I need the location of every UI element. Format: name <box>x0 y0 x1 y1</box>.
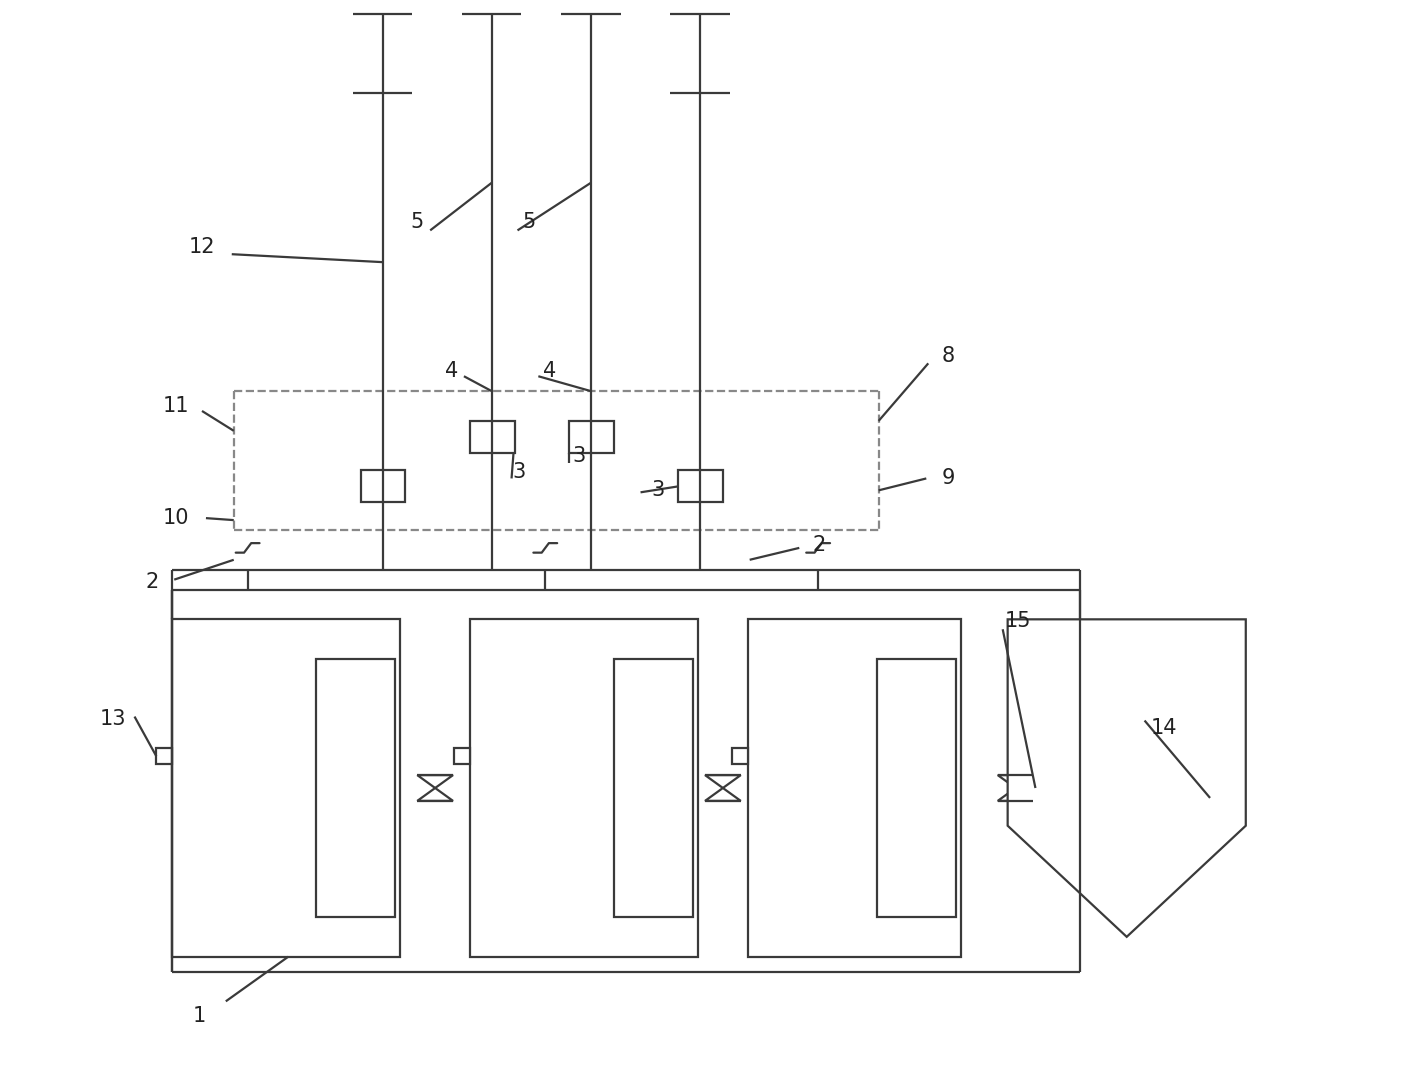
Polygon shape <box>998 788 1034 801</box>
Text: 9: 9 <box>942 469 954 488</box>
Polygon shape <box>417 788 452 801</box>
Polygon shape <box>417 775 452 788</box>
Bar <box>732 749 747 765</box>
Text: 3: 3 <box>573 445 586 466</box>
Text: 4: 4 <box>543 361 556 381</box>
Text: 1: 1 <box>193 1006 206 1026</box>
Text: 15: 15 <box>1004 611 1031 631</box>
Text: 2: 2 <box>813 535 825 555</box>
Bar <box>614 659 693 917</box>
Polygon shape <box>705 775 740 788</box>
Text: 13: 13 <box>99 708 126 728</box>
Polygon shape <box>705 788 740 801</box>
Bar <box>172 619 400 957</box>
Bar <box>156 749 172 765</box>
Text: 3: 3 <box>652 481 665 500</box>
Text: 3: 3 <box>513 462 526 483</box>
Bar <box>454 749 469 765</box>
Text: 8: 8 <box>942 346 954 366</box>
Polygon shape <box>998 775 1034 788</box>
Bar <box>876 659 956 917</box>
Text: 5: 5 <box>411 213 424 233</box>
Text: 10: 10 <box>163 508 190 528</box>
Text: 14: 14 <box>1151 719 1178 738</box>
Polygon shape <box>1008 619 1246 937</box>
Bar <box>469 421 515 453</box>
Text: 2: 2 <box>146 571 159 592</box>
Text: 5: 5 <box>523 213 536 233</box>
Text: 11: 11 <box>163 396 190 417</box>
Bar <box>316 659 396 917</box>
Bar <box>360 471 406 502</box>
Bar <box>569 421 614 453</box>
Text: 12: 12 <box>189 237 216 257</box>
Bar <box>678 471 723 502</box>
Text: 4: 4 <box>445 361 458 381</box>
Bar <box>469 619 698 957</box>
Bar <box>747 619 961 957</box>
